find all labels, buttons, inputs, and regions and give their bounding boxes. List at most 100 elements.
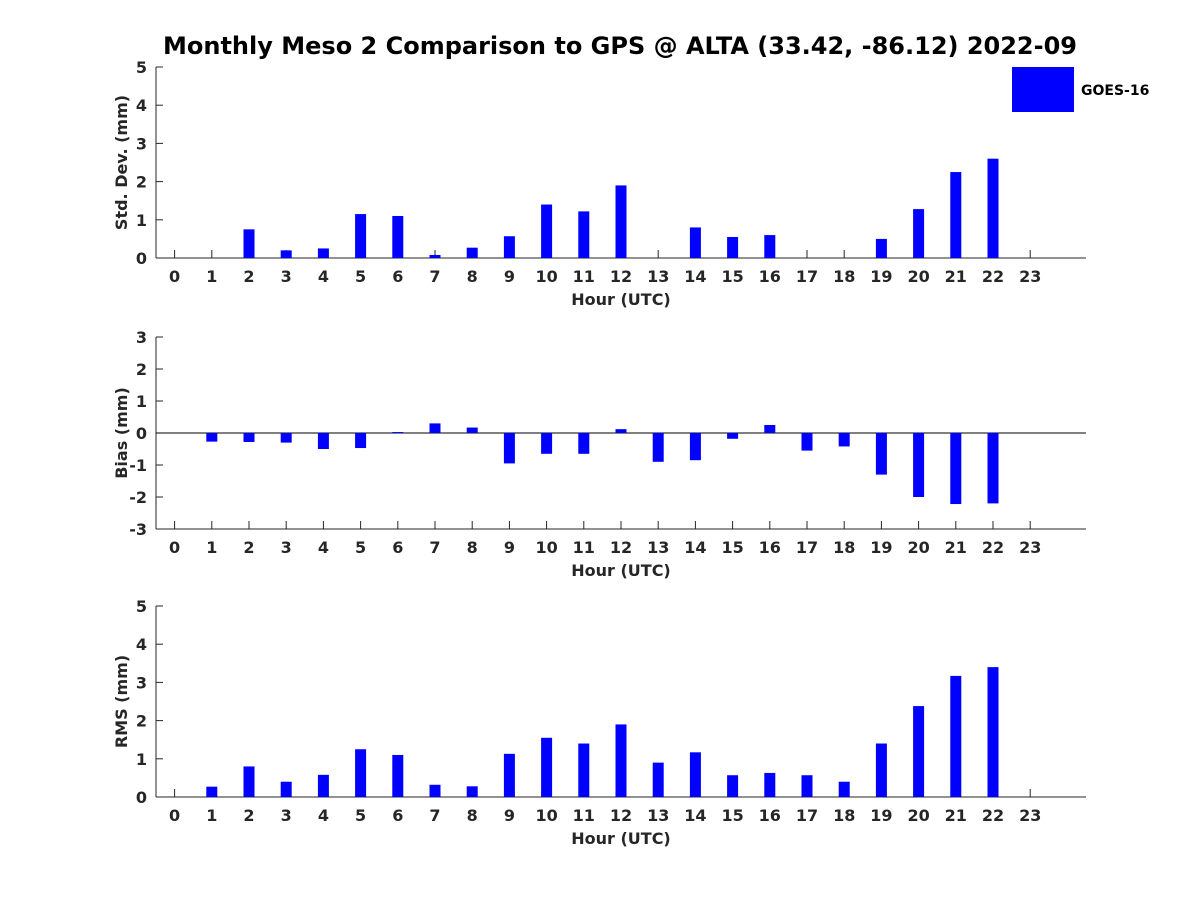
y-tick-label: -3: [129, 520, 147, 539]
bar: [466, 247, 478, 258]
bar: [541, 204, 553, 258]
y-tick-label: -2: [129, 488, 147, 507]
x-tick-label: 5: [355, 538, 366, 557]
x-tick-label: 6: [392, 806, 403, 825]
x-tick-label: 15: [721, 806, 743, 825]
x-tick-label: 21: [945, 806, 967, 825]
bar: [764, 425, 776, 433]
bar: [764, 772, 776, 797]
bar: [689, 752, 701, 797]
bar: [503, 236, 515, 258]
x-tick-label: 4: [318, 267, 329, 286]
y-axis-label: Std. Dev. (mm): [112, 95, 131, 230]
bar: [243, 229, 255, 258]
bar: [578, 211, 590, 258]
x-tick-label: 22: [982, 806, 1004, 825]
bar: [727, 433, 739, 439]
bar: [838, 433, 850, 447]
bar: [206, 433, 218, 442]
bar: [355, 214, 367, 258]
x-tick-label: 11: [573, 538, 595, 557]
x-tick-label: 2: [243, 806, 254, 825]
bar: [392, 754, 404, 797]
x-tick-label: 9: [504, 267, 515, 286]
x-tick-label: 5: [355, 806, 366, 825]
x-tick-label: 17: [796, 806, 818, 825]
x-tick-label: 10: [535, 538, 557, 557]
x-tick-label: 18: [833, 806, 855, 825]
bar: [838, 781, 850, 797]
x-tick-label: 20: [907, 538, 929, 557]
bar: [280, 250, 292, 258]
x-tick-label: 2: [243, 538, 254, 557]
x-tick-label: 18: [833, 267, 855, 286]
bar: [503, 433, 515, 464]
x-tick-label: 6: [392, 538, 403, 557]
y-tick-label: 2: [136, 360, 147, 379]
x-tick-label: 0: [169, 267, 180, 286]
x-tick-label: 19: [870, 538, 892, 557]
y-tick-label: 1: [136, 211, 147, 230]
bar: [615, 185, 627, 258]
bar: [206, 786, 218, 797]
x-tick-label: 22: [982, 267, 1004, 286]
x-axis-label: Hour (UTC): [571, 829, 671, 848]
x-tick-label: 10: [535, 267, 557, 286]
x-tick-label: 0: [169, 538, 180, 557]
y-tick-label: 3: [136, 673, 147, 692]
x-tick-label: 13: [647, 538, 669, 557]
y-tick-label: 5: [136, 597, 147, 616]
y-tick-label: 2: [136, 712, 147, 731]
x-tick-label: 16: [759, 538, 781, 557]
bar: [429, 254, 441, 258]
x-tick-label: 3: [281, 538, 292, 557]
x-tick-label: 2: [243, 267, 254, 286]
x-tick-label: 12: [610, 806, 632, 825]
y-tick-label: 4: [136, 96, 147, 115]
x-tick-label: 7: [429, 806, 440, 825]
bar: [541, 737, 553, 797]
bar: [578, 433, 590, 454]
x-tick-label: 8: [467, 267, 478, 286]
bar: [727, 775, 739, 797]
bar: [764, 235, 776, 258]
bar: [801, 433, 813, 451]
bar: [466, 427, 478, 433]
bar: [987, 667, 999, 797]
x-tick-label: 16: [759, 267, 781, 286]
x-tick-label: 15: [721, 267, 743, 286]
bar: [541, 433, 553, 454]
bar: [317, 774, 329, 797]
x-tick-label: 14: [684, 538, 706, 557]
bar: [913, 209, 925, 258]
y-tick-label: 0: [136, 249, 147, 268]
bar: [652, 762, 664, 797]
x-tick-label: 7: [429, 267, 440, 286]
bar: [280, 781, 292, 797]
x-tick-label: 7: [429, 538, 440, 557]
x-tick-label: 18: [833, 538, 855, 557]
x-tick-label: 9: [504, 538, 515, 557]
x-tick-label: 20: [907, 806, 929, 825]
bar: [652, 433, 664, 462]
y-tick-label: 0: [136, 424, 147, 443]
bar: [987, 158, 999, 258]
x-tick-label: 14: [684, 806, 706, 825]
y-axis-label: Bias (mm): [112, 387, 131, 479]
legend-label: GOES-16: [1081, 83, 1149, 99]
x-tick-label: 23: [1019, 538, 1041, 557]
x-tick-label: 12: [610, 538, 632, 557]
x-tick-label: 21: [945, 538, 967, 557]
bar: [429, 784, 441, 797]
bar: [317, 433, 329, 449]
bar: [875, 743, 887, 797]
y-tick-label: 3: [136, 134, 147, 153]
chart-title: Monthly Meso 2 Comparison to GPS @ ALTA …: [163, 32, 1077, 60]
bar: [615, 429, 627, 433]
x-tick-label: 3: [281, 806, 292, 825]
y-tick-label: 0: [136, 788, 147, 807]
x-tick-label: 19: [870, 806, 892, 825]
x-tick-label: 0: [169, 806, 180, 825]
legend-swatch: [1012, 67, 1074, 112]
